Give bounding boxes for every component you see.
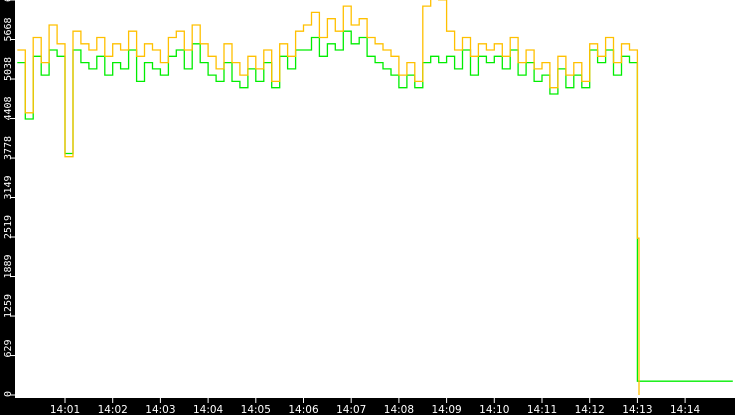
x-axis-strip <box>0 398 735 415</box>
y-tick-label: 0 <box>3 391 14 397</box>
x-tick-label: 14:13 <box>622 404 652 415</box>
x-tick-label: 14:01 <box>50 404 80 415</box>
x-tick-label: 14:14 <box>670 404 701 415</box>
y-tick-label: 6298 <box>3 0 14 2</box>
x-tick-label: 14:04 <box>193 404 224 415</box>
y-tick-label: 1259 <box>3 294 14 318</box>
y-tick-label: 2519 <box>3 215 14 239</box>
x-tick-label: 14:03 <box>145 404 175 415</box>
x-tick-label: 14:08 <box>384 404 414 415</box>
y-tick-label: 3149 <box>3 175 14 199</box>
y-tick-label: 3778 <box>3 136 14 160</box>
x-tick-label: 14:05 <box>241 404 271 415</box>
y-tick-label: 629 <box>3 339 14 357</box>
x-tick-label: 14:07 <box>336 404 366 415</box>
x-tick-label: 14:11 <box>527 404 557 415</box>
y-tick-label: 1889 <box>3 254 14 278</box>
x-tick-label: 14:09 <box>431 404 461 415</box>
x-tick-label: 14:02 <box>98 404 128 415</box>
y-tick-label: 5668 <box>3 17 14 41</box>
series-line-1 <box>17 30 733 382</box>
y-axis-strip <box>0 0 15 415</box>
y-tick-label: 5038 <box>3 57 14 81</box>
x-tick-label: 14:12 <box>575 404 605 415</box>
y-tick-label: 4408 <box>3 96 14 120</box>
x-tick-label: 14:06 <box>288 404 319 415</box>
x-tick-label: 14:10 <box>479 404 509 415</box>
series-line-2 <box>17 0 640 395</box>
